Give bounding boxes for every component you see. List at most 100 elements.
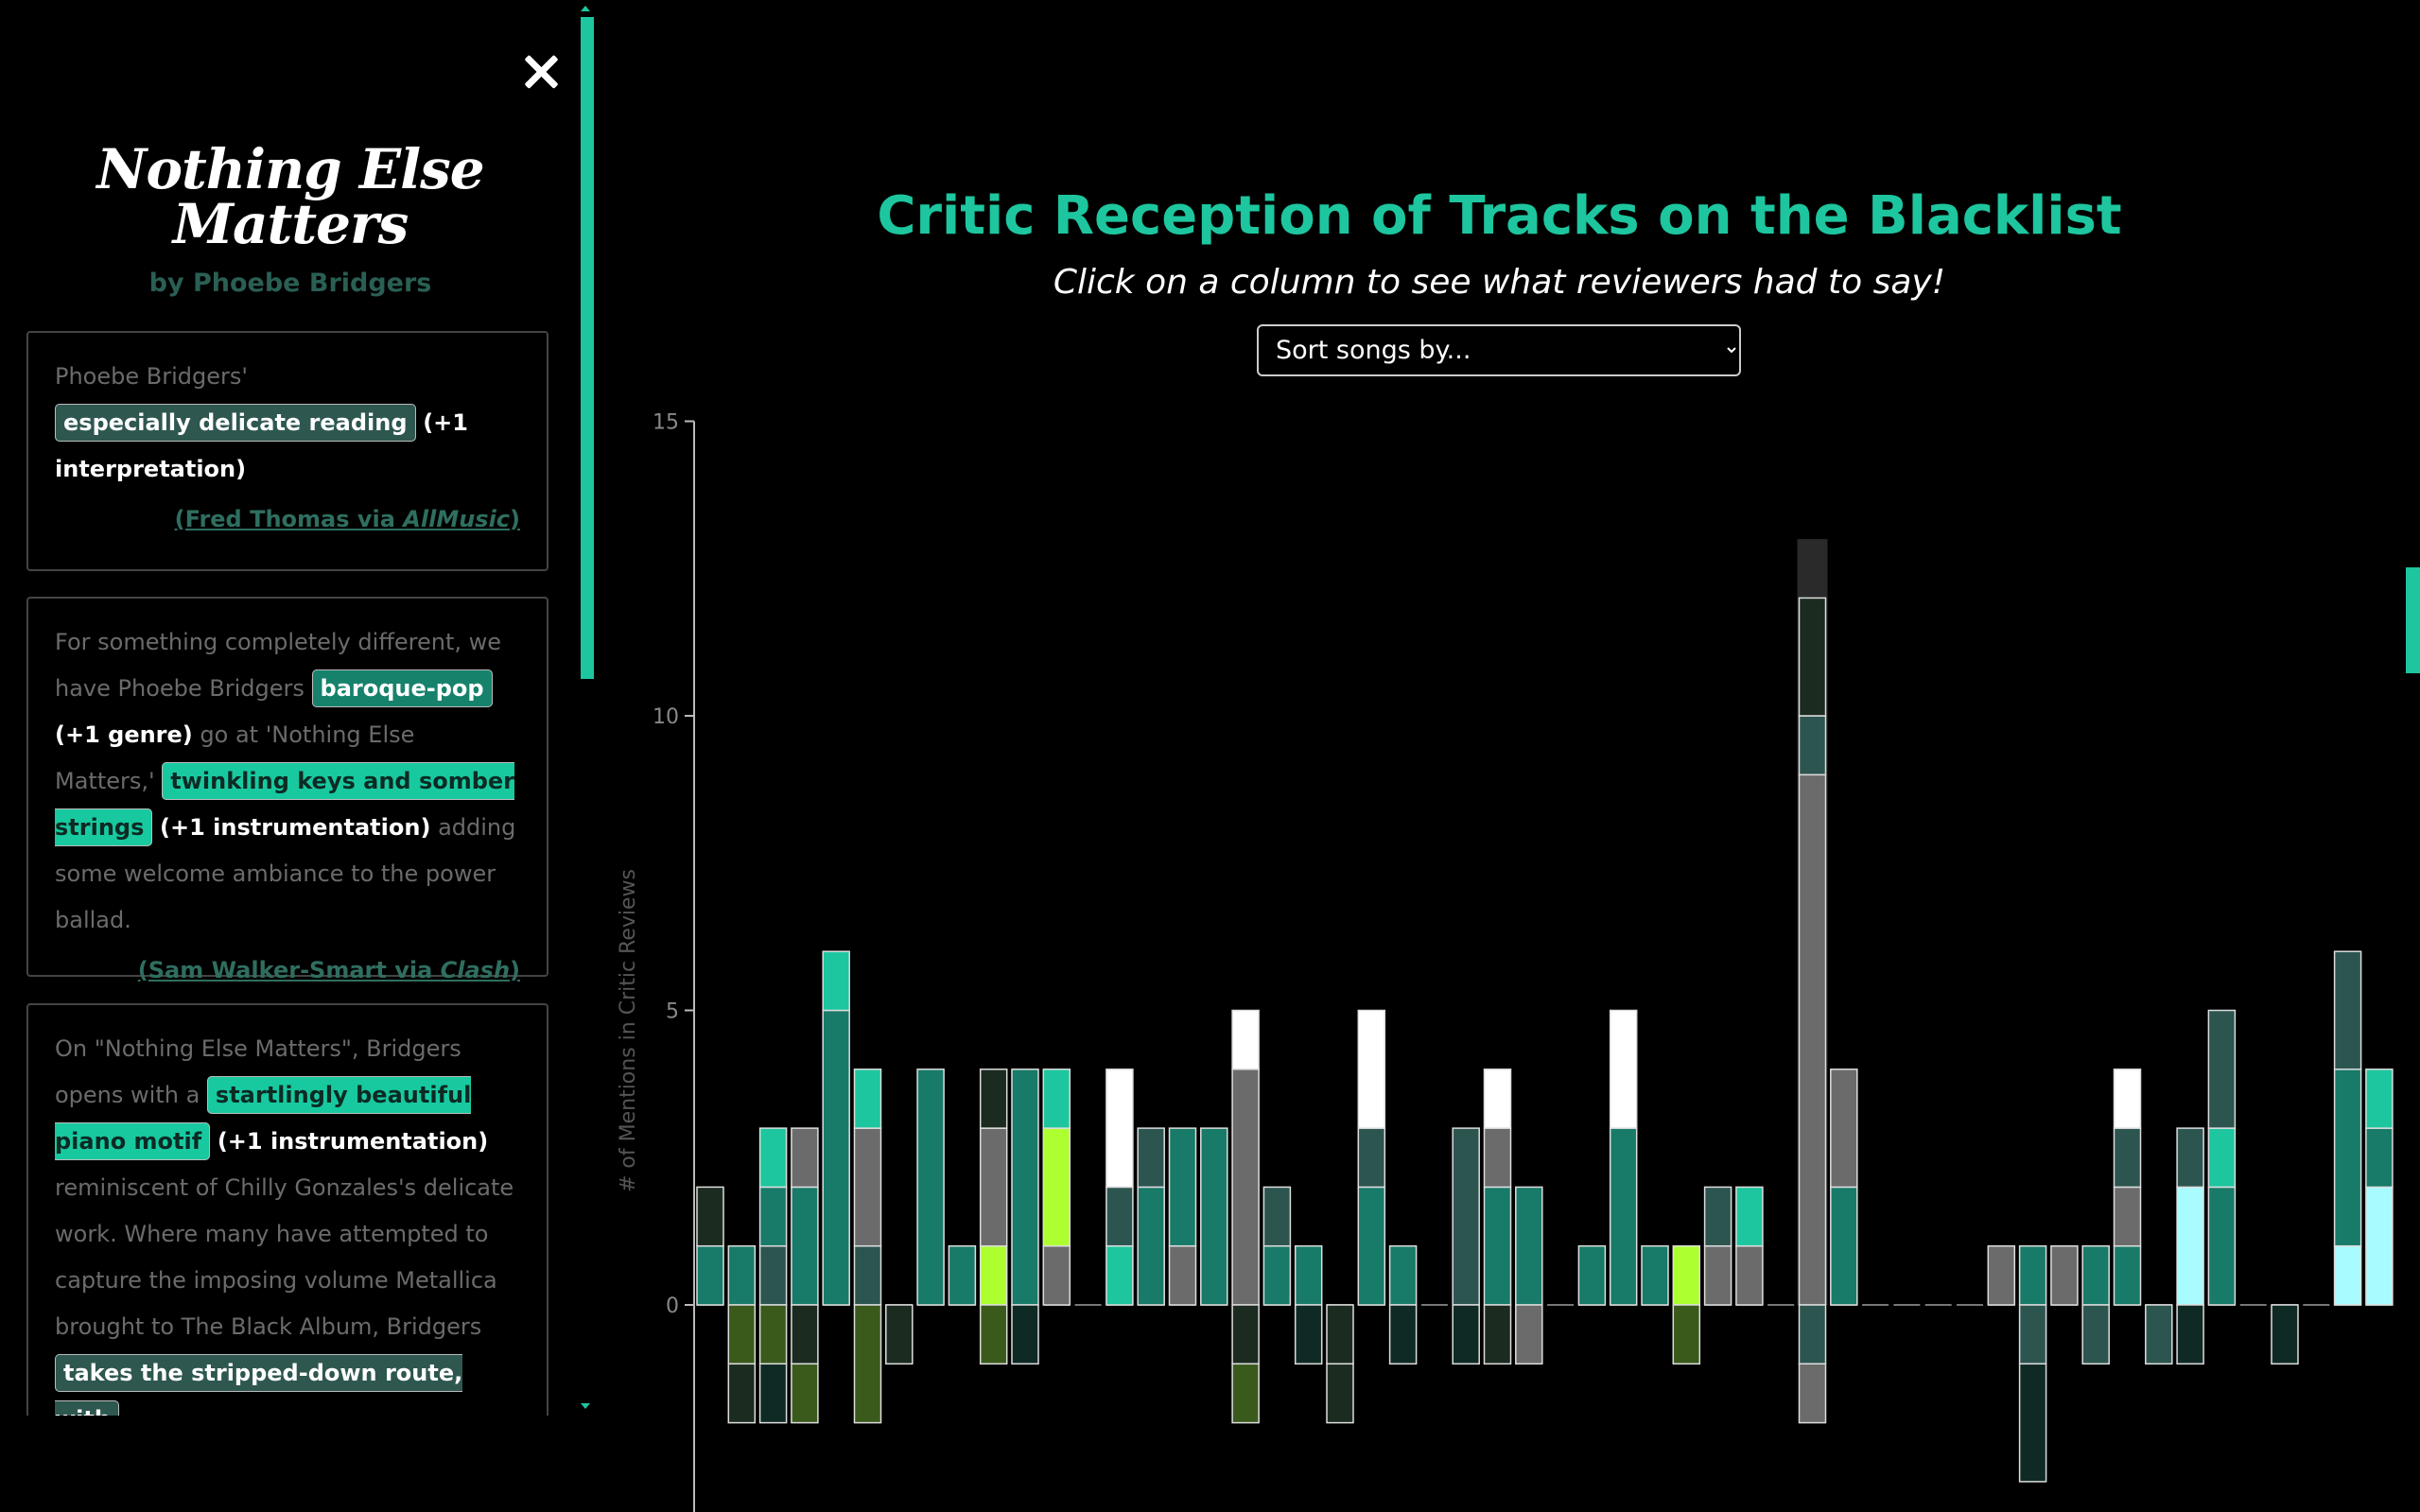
song-column[interactable] [1483,1069,1512,1365]
song-column[interactable] [2145,1304,2173,1365]
bar-segment-negative[interactable] [2018,1304,2047,1365]
song-column[interactable] [1452,1127,1480,1365]
bar-segment-positive[interactable] [1483,1186,1512,1306]
bar-segment-positive[interactable] [2176,1127,2204,1189]
bar-segment-positive[interactable] [1609,1127,1638,1306]
song-column[interactable] [2176,1127,2204,1365]
song-column[interactable] [2333,950,2362,1306]
bar-segment-positive[interactable] [1137,1186,1165,1306]
bar-segment-negative[interactable] [1326,1363,1354,1424]
bar-segment-positive[interactable] [758,1244,788,1306]
bar-segment-negative[interactable] [727,1363,757,1424]
review-citation-link[interactable]: (Fred Thomas via AllMusic) [55,496,520,543]
bar-segment-negative[interactable] [2018,1363,2047,1483]
bar-segment-positive[interactable] [1294,1244,1323,1306]
bar-segment-negative[interactable] [2271,1304,2299,1365]
bar-segment-negative[interactable] [1388,1304,1418,1365]
bar-segment-positive[interactable] [1262,1186,1292,1247]
reviews-list[interactable]: Phoebe Bridgers' especially delicate rea… [26,331,552,1416]
bar-segment-negative[interactable] [1798,1304,1827,1365]
song-column[interactable] [2365,1069,2394,1306]
bar-segment-positive[interactable] [979,1069,1008,1129]
bar-segment-positive[interactable] [1735,1244,1764,1306]
bar-segment-positive[interactable] [1830,1069,1858,1189]
bar-segment-positive[interactable] [1388,1244,1418,1306]
song-column[interactable] [2081,1244,2110,1365]
bar-segment-negative[interactable] [791,1304,819,1365]
song-column[interactable] [853,1069,882,1424]
bar-segment-positive[interactable] [979,1127,1008,1247]
bar-segment-positive[interactable] [1798,597,1827,717]
song-column[interactable] [979,1069,1008,1365]
song-column[interactable] [1137,1127,1165,1306]
review-highlight[interactable]: especially delicate reading [55,404,416,442]
song-column[interactable] [1830,1069,1858,1306]
scrollbar-thumb[interactable] [581,17,594,679]
bar-segment-positive[interactable] [2113,1127,2142,1189]
song-column[interactable] [948,1244,977,1306]
bar-segment-negative[interactable] [1672,1304,1701,1365]
bar-segment-positive[interactable] [853,1127,882,1247]
bar-segment-positive[interactable] [2113,1186,2142,1247]
bar-segment-positive[interactable] [1609,1009,1638,1129]
song-column[interactable] [1326,1304,1354,1424]
song-column[interactable] [822,950,850,1306]
bar-segment-positive[interactable] [1357,1186,1386,1306]
bar-segment-negative[interactable] [853,1304,882,1424]
song-column[interactable] [1797,539,1828,1424]
song-column[interactable] [1011,1069,1039,1365]
scroll-up-icon[interactable] [581,6,590,11]
bar-segment-negative[interactable] [885,1304,914,1365]
bar-segment-negative[interactable] [2081,1304,2110,1365]
bar-segment-positive[interactable] [948,1244,977,1306]
bar-segment-positive[interactable] [2113,1244,2142,1306]
bar-segment-positive[interactable] [2333,1069,2362,1247]
bar-segment-negative[interactable] [1231,1304,1260,1365]
bar-segment-positive[interactable] [1357,1127,1386,1189]
bar-segment-positive[interactable] [2176,1186,2204,1306]
bar-segment-positive[interactable] [1987,1244,2016,1306]
song-column[interactable] [2207,1009,2237,1306]
bar-segment-negative[interactable] [727,1304,757,1365]
bar-segment-positive[interactable] [696,1244,724,1306]
song-column[interactable] [1106,1069,1134,1306]
edge-tab[interactable] [2406,567,2420,673]
bar-segment-positive[interactable] [1106,1069,1134,1189]
song-column[interactable] [1294,1244,1323,1365]
bar-segment-positive[interactable] [1200,1127,1228,1306]
song-column[interactable] [696,1186,724,1306]
bar-segment-positive[interactable] [1452,1127,1480,1306]
bar-segment-positive[interactable] [1577,1244,1607,1306]
sort-dropdown[interactable]: Sort songs by... [1257,324,1741,376]
bar-segment-positive[interactable] [791,1127,819,1189]
song-column[interactable] [916,1069,945,1306]
bar-segment-positive[interactable] [1168,1127,1197,1247]
bar-segment-positive[interactable] [1357,1009,1386,1129]
bar-segment-negative[interactable] [979,1304,1008,1365]
bar-segment-positive[interactable] [916,1069,945,1306]
bar-segment-negative[interactable] [1483,1304,1512,1365]
bar-segment-positive[interactable] [822,1009,850,1306]
bar-segment-positive[interactable] [1042,1069,1071,1129]
bar-segment-positive[interactable] [1483,1069,1512,1129]
bar-segment-positive[interactable] [1641,1244,1669,1306]
bar-segment-negative[interactable] [1515,1304,1543,1365]
song-column[interactable] [1987,1244,2016,1306]
bar-segment-positive[interactable] [1703,1244,1732,1306]
bar-segment-positive[interactable] [2207,1186,2237,1306]
bar-segment-positive[interactable] [1798,715,1827,776]
bar-segment-positive[interactable] [1137,1127,1165,1189]
bar-segment-positive[interactable] [727,1244,757,1306]
scroll-down-icon[interactable] [581,1403,590,1409]
bar-segment-positive[interactable] [1042,1244,1071,1306]
bar-segment-positive[interactable] [2081,1244,2110,1306]
bars-layer[interactable] [696,539,2394,1483]
bar-segment-positive[interactable] [1703,1186,1732,1247]
bar-segment-positive[interactable] [758,1127,788,1189]
bar-segment-positive[interactable] [2050,1244,2079,1306]
song-column[interactable] [1515,1186,1543,1365]
bar-segment-positive[interactable] [1262,1244,1292,1306]
bar-segment-negative[interactable] [1326,1304,1354,1365]
bar-segment-positive[interactable] [2207,1127,2237,1189]
bar-segment-negative[interactable] [1011,1304,1039,1365]
